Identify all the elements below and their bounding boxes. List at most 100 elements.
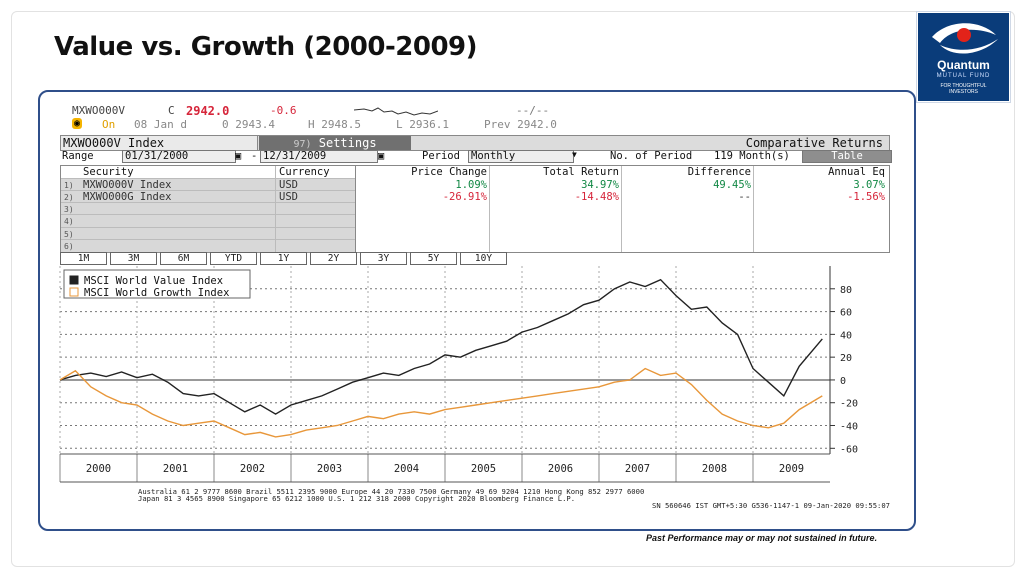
settings-num: 97) [293,139,312,150]
y-tick-label: 20 [840,353,852,364]
disclaimer: Past Performance may or may not sustaine… [646,533,878,543]
row-number: 3) [64,205,74,214]
settings-label: Settings [318,136,377,150]
header-currency: Currency [279,166,330,178]
range-end-input[interactable]: 12/31/2009 [260,150,378,163]
function-bar: MXWO000V Index 97) Settings Comparative … [60,135,890,151]
header-difference: Difference [687,166,751,178]
logo-swoosh-icon [932,23,998,54]
x-tick-label: 2000 [86,463,111,475]
quote-row: MXWO000V C 2942.0 -0.6 --/-- [72,104,612,118]
last-price: 2942.0 [186,104,230,118]
quantum-logo: Quantum MUTUAL FUND FOR THOUGHTFUL INVES… [917,12,1010,102]
x-tick-label: 2003 [317,463,342,475]
tab-1y[interactable]: 1Y [260,252,307,265]
y-tick-label: 40 [840,330,852,341]
x-tick-label: 2005 [471,463,496,475]
tab-1m[interactable]: 1M [60,252,107,265]
open-price: 0 2943.4 [222,118,275,131]
on-label: On [102,118,116,131]
legend-swatch [69,275,79,285]
row-number: 2) [64,193,74,202]
blank-quote: --/-- [516,104,550,117]
slide-title: Value vs. Growth (2000-2009) [54,32,478,62]
header-total-return: Total Return [543,166,619,178]
comparative-chart: 80 60 40 20 0 -20 -40 -60 2000 2001 2002 2003 2004 20… [56,264,894,510]
tab-3m[interactable]: 3M [110,252,157,265]
calendar-end-icon[interactable]: ▣ [378,150,385,162]
tab-ytd[interactable]: YTD [210,252,257,265]
currency-value: USD [279,179,298,191]
bloomberg-terminal: MXWO000V C 2942.0 -0.6 --/-- ◉ On 08 Jan… [56,104,894,510]
growth-price-change: -26.91% [442,191,487,203]
quote-date: 08 Jan d [134,118,187,131]
logo-sub: MUTUAL FUND [936,73,991,79]
legend-label: MSCI World Growth Index [84,287,229,299]
logo-tag-line-2: INVESTORS [949,89,978,95]
y-tick-label: 60 [840,308,852,319]
header-annual-eq: Annual Eq [828,166,885,178]
chart-svg: 80 60 40 20 0 -20 -40 -60 2000 2001 2002 2003 2004 20… [59,266,890,510]
x-tick-label: 2002 [240,463,265,475]
x-tick-label: 2007 [625,463,650,475]
index-label[interactable]: MXWO000V Index [61,136,258,150]
legend-box [63,269,251,299]
num-period-label: No. of Period [610,150,693,162]
row-number: 5) [64,230,74,239]
value-annual-eq: 3.07% [853,179,885,191]
sparkline [354,107,438,116]
tab-3y[interactable]: 3Y [360,252,407,265]
tab-2y[interactable]: 2Y [310,252,357,265]
terminal-footer-line: Japan 81 3 4565 8900 Singapore 65 6212 1… [138,494,575,503]
settings-button[interactable]: 97) Settings [259,136,411,150]
security-growth-index[interactable]: MXWO000G Index [83,191,172,203]
comparative-returns-title: Comparative Returns [745,136,883,150]
y-tick-label: 80 [840,285,852,296]
period-select[interactable]: Monthly [468,150,574,163]
growth-difference: -- [738,191,751,203]
row-number: 4) [64,217,74,226]
num-period-value: 119 Month(s) [714,150,790,162]
logo-tag-line-1: FOR THOUGHTFUL [940,83,987,89]
table-button[interactable]: Table [802,150,892,163]
range-start-input[interactable]: 01/31/2000 [122,150,236,163]
period-dropdown-icon[interactable]: ▼ [572,150,577,159]
field-c: C [168,104,175,117]
terminal-footer-line: SN 560646 IST GMT+5:30 G536-1147-1 09-Ja… [652,501,890,509]
x-tick-label: 2008 [702,463,727,475]
legend-label: MSCI World Value Index [84,275,223,287]
prev-price: Prev 2942.0 [484,118,557,131]
y-tick-label: 0 [840,376,846,387]
period-label: Period [422,150,460,162]
logo-name: Quantum [937,58,990,72]
row-number: 6) [64,242,74,251]
y-tick-label: -40 [840,422,858,433]
tab-10y[interactable]: 10Y [460,252,507,265]
header-price-change: Price Change [411,166,487,178]
returns-table: Security Currency Price Change Total Ret… [60,165,890,253]
x-tick-label: 2009 [779,463,804,475]
ohlc-row: ◉ On 08 Jan d 0 2943.4 H 2948.5 L 2936.1… [72,118,632,132]
high-price: H 2948.5 [308,118,361,131]
currency-growth: USD [279,191,298,203]
logo-tagline: FOR THOUGHTFUL INVESTORS [918,83,1009,95]
range-label: Range [62,150,94,162]
value-total-return: 34.97% [581,179,619,191]
x-tick-label: 2001 [163,463,188,475]
x-tick-label: 2006 [548,463,573,475]
x-tick-label: 2004 [394,463,419,475]
on-indicator-icon: ◉ [72,118,83,129]
y-tick-label: -20 [840,399,858,410]
header-security: Security [83,166,134,178]
security-value-index[interactable]: MXWO000V Index [83,179,172,191]
tab-6m[interactable]: 6M [160,252,207,265]
ticker: MXWO000V [72,104,125,117]
range-dash: - [251,150,258,162]
series-line-growth [59,367,823,438]
calendar-start-icon[interactable]: ▣ [235,150,242,162]
tab-5y[interactable]: 5Y [410,252,457,265]
growth-total-return: -14.48% [574,191,619,203]
y-tick-label: -60 [840,444,858,455]
low-price: L 2936.1 [396,118,449,131]
growth-annual-eq: -1.56% [847,191,885,203]
